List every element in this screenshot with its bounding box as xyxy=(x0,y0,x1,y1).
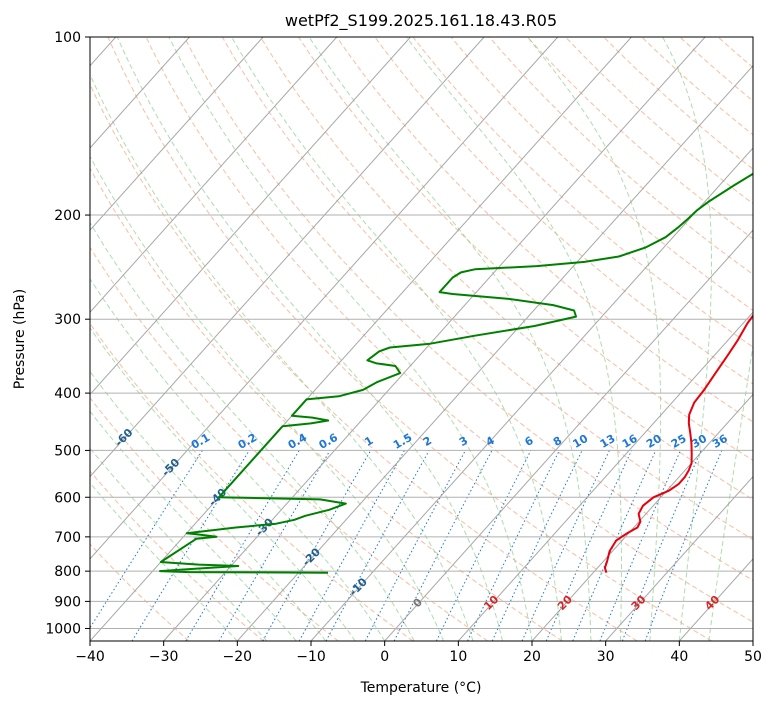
y-tick-label: 300 xyxy=(54,312,81,328)
isotherm-line xyxy=(90,37,338,314)
isotherm-line xyxy=(236,65,753,641)
y-tick-label: 600 xyxy=(54,490,81,506)
isotherm-line xyxy=(90,37,485,478)
dry-adiabat-line xyxy=(90,246,488,641)
dry-adiabat-line xyxy=(183,37,753,581)
isotherm-line xyxy=(457,311,753,641)
temperature-profile xyxy=(603,314,753,573)
x-tick-label: 0 xyxy=(380,649,389,665)
moist-adiabat-line xyxy=(90,155,445,641)
moist-adiabat-line xyxy=(90,447,268,641)
x-tick-label: −20 xyxy=(223,649,253,665)
dry-adiabat-line xyxy=(603,37,753,170)
isotherm-line xyxy=(310,147,753,641)
mixing-ratio-line xyxy=(185,450,300,641)
background-lines xyxy=(90,37,775,641)
moist-adiabat-line xyxy=(90,410,297,641)
mixing-ratio-line xyxy=(90,450,203,629)
isotherm-line xyxy=(163,37,706,641)
moist-adiabat-line xyxy=(116,37,503,641)
x-axis: −40 −30 −20 −10 0 10 20 30 40 50 xyxy=(75,641,762,665)
moist-adiabat-line xyxy=(405,37,622,641)
y-axis-label: Pressure (hPa) xyxy=(12,289,28,389)
y-tick-label: 800 xyxy=(54,564,81,580)
moist-adiabat-line xyxy=(231,37,562,641)
isotherm-line xyxy=(90,37,264,231)
isotherm-line xyxy=(90,37,411,396)
y-tick-label: 100 xyxy=(54,30,81,46)
y-axis: 100 200 300 400 500 600 700 800 900 1000 xyxy=(45,30,90,637)
plot-frame xyxy=(89,36,754,642)
mixing-ratio-line xyxy=(545,450,633,641)
isotherm-line xyxy=(752,640,753,641)
moist-adiabat-line xyxy=(90,221,415,641)
plot-background xyxy=(90,37,753,641)
moist-adiabat-line xyxy=(90,482,238,641)
isotherm-line xyxy=(90,37,190,149)
y-tick-label: 400 xyxy=(54,386,81,402)
x-tick-label: 20 xyxy=(523,649,541,665)
x-tick-label: 30 xyxy=(597,649,615,665)
x-tick-label: −40 xyxy=(75,649,105,665)
dry-adiabat-line xyxy=(260,37,753,501)
isotherm-line xyxy=(90,37,559,560)
chart-title: wetPf2_S199.2025.161.18.43.R05 xyxy=(285,11,557,31)
mixing-ratio-line xyxy=(435,450,532,641)
moist-adiabat-line xyxy=(708,342,753,641)
x-tick-label: 40 xyxy=(670,649,688,665)
dry-adiabat-line xyxy=(450,37,753,312)
moist-adiabat-line xyxy=(308,37,592,641)
x-tick-label: −30 xyxy=(149,649,179,665)
mixing-ratio-line xyxy=(521,450,610,641)
dry-adiabat-line xyxy=(107,37,712,641)
x-tick-label: 10 xyxy=(449,649,467,665)
dry-adiabat-line xyxy=(336,37,753,423)
y-tick-label: 500 xyxy=(54,443,81,459)
moist-adiabat-line xyxy=(90,73,474,641)
y-tick-label: 700 xyxy=(54,530,81,546)
dry-adiabat-line xyxy=(145,37,753,623)
dry-adiabat-line xyxy=(90,322,414,641)
isotherm-line xyxy=(605,475,753,641)
isotherm-line xyxy=(384,229,753,641)
isotherm-line xyxy=(90,37,632,641)
mixing-ratio-line xyxy=(325,450,430,641)
mixing-ratio-line xyxy=(599,450,681,641)
moist-adiabat-line xyxy=(527,37,662,641)
y-tick-label: 200 xyxy=(54,208,81,224)
isotherm-line xyxy=(531,393,753,641)
dry-adiabat-line xyxy=(90,397,339,641)
dry-adiabat-line xyxy=(374,37,753,385)
dry-adiabat-line xyxy=(90,83,638,641)
x-axis-label: Temperature (°C) xyxy=(360,680,482,696)
dry-adiabat-line xyxy=(756,37,775,641)
x-tick-label: 50 xyxy=(744,649,762,665)
mixing-ratio-line xyxy=(131,450,250,641)
mixing-ratio-line xyxy=(467,450,560,641)
moist-adiabat-line xyxy=(168,37,533,641)
mixing-ratio-line xyxy=(298,450,405,641)
mixing-ratio-line xyxy=(262,450,372,641)
mixing-ratio-line xyxy=(218,450,331,641)
sounding-series xyxy=(159,172,753,574)
mixing-ratio-line xyxy=(491,450,583,641)
moist-adiabat-line xyxy=(662,37,712,641)
dewpoint-profile xyxy=(159,172,753,574)
dry-adiabat-line xyxy=(90,167,563,641)
dry-adiabat-line xyxy=(221,37,753,541)
moist-adiabat-line xyxy=(90,327,356,641)
mixing-ratio-line xyxy=(572,450,657,641)
dry-adiabat-line xyxy=(412,37,753,348)
dry-adiabat-line xyxy=(527,37,753,240)
moist-adiabat-line xyxy=(90,278,386,641)
y-tick-label: 900 xyxy=(54,594,81,610)
y-tick-label: 1000 xyxy=(45,621,81,637)
moist-adiabat-line xyxy=(90,370,327,641)
x-tick-label: −10 xyxy=(296,649,326,665)
